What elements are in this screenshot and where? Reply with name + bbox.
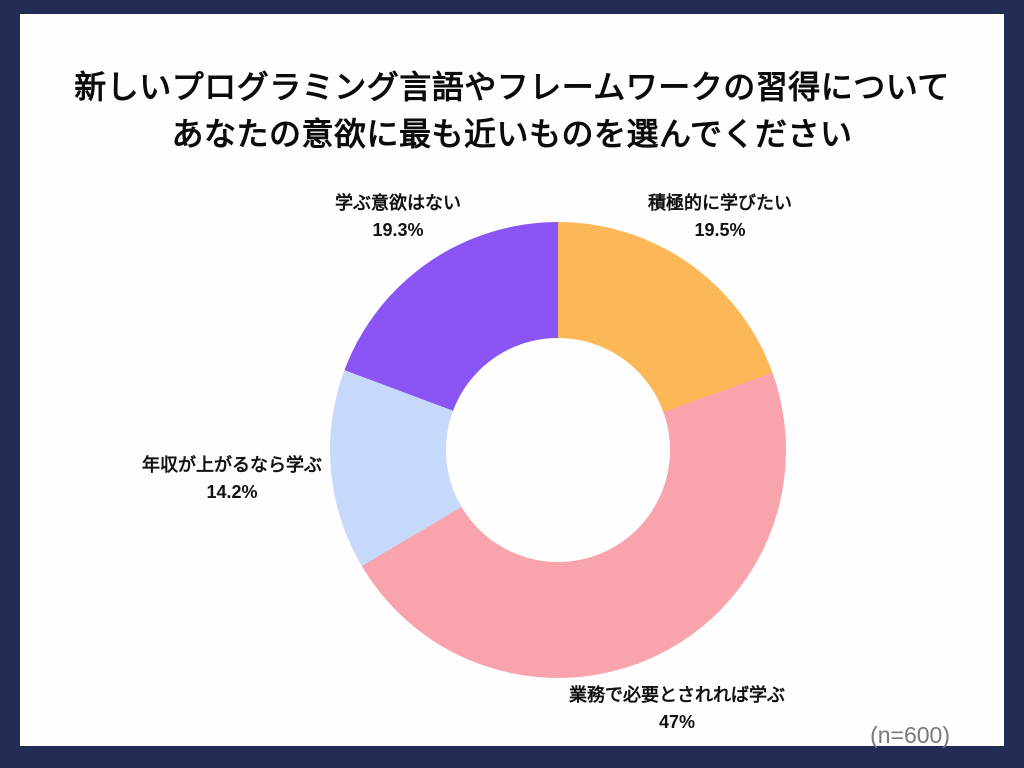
segment-label-text: 学ぶ意欲はない (335, 193, 461, 213)
segment-label-if-required-for-work: 業務で必要とされれば学ぶ 47% (569, 682, 785, 736)
segment-label-value: 19.5% (694, 220, 746, 240)
segment-label-eager-to-learn: 積極的に学びたい 19.5% (648, 190, 792, 244)
chart-title-line2: あなたの意欲に最も近いものを選んでください (171, 116, 853, 152)
segment-label-value: 47% (658, 712, 696, 732)
segment-label-no-desire: 学ぶ意欲はない 19.3% (335, 190, 461, 244)
segment-label-text: 業務で必要とされれば学ぶ (569, 685, 785, 705)
content-panel: 新しいプログラミング言語やフレームワークの習得について あなたの意欲に最も近いも… (20, 14, 1004, 748)
segment-label-text: 積極的に学びたい (648, 193, 792, 213)
chart-title-line1: 新しいプログラミング言語やフレームワークの習得について (74, 69, 950, 105)
sample-size-note: (n=600) (870, 722, 950, 748)
chart-title: 新しいプログラミング言語やフレームワークの習得について あなたの意欲に最も近いも… (20, 64, 1004, 158)
segment-label-value: 14.2% (206, 482, 258, 502)
donut-chart (330, 222, 786, 678)
segment-label-value: 19.3% (372, 220, 424, 240)
segment-label-text: 年収が上がるなら学ぶ (142, 455, 322, 475)
segment-label-if-salary-increases: 年収が上がるなら学ぶ 14.2% (142, 452, 322, 506)
donut-hole (446, 338, 670, 562)
